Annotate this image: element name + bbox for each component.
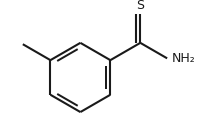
Text: NH₂: NH₂ [172,52,195,65]
Text: S: S [136,0,144,12]
